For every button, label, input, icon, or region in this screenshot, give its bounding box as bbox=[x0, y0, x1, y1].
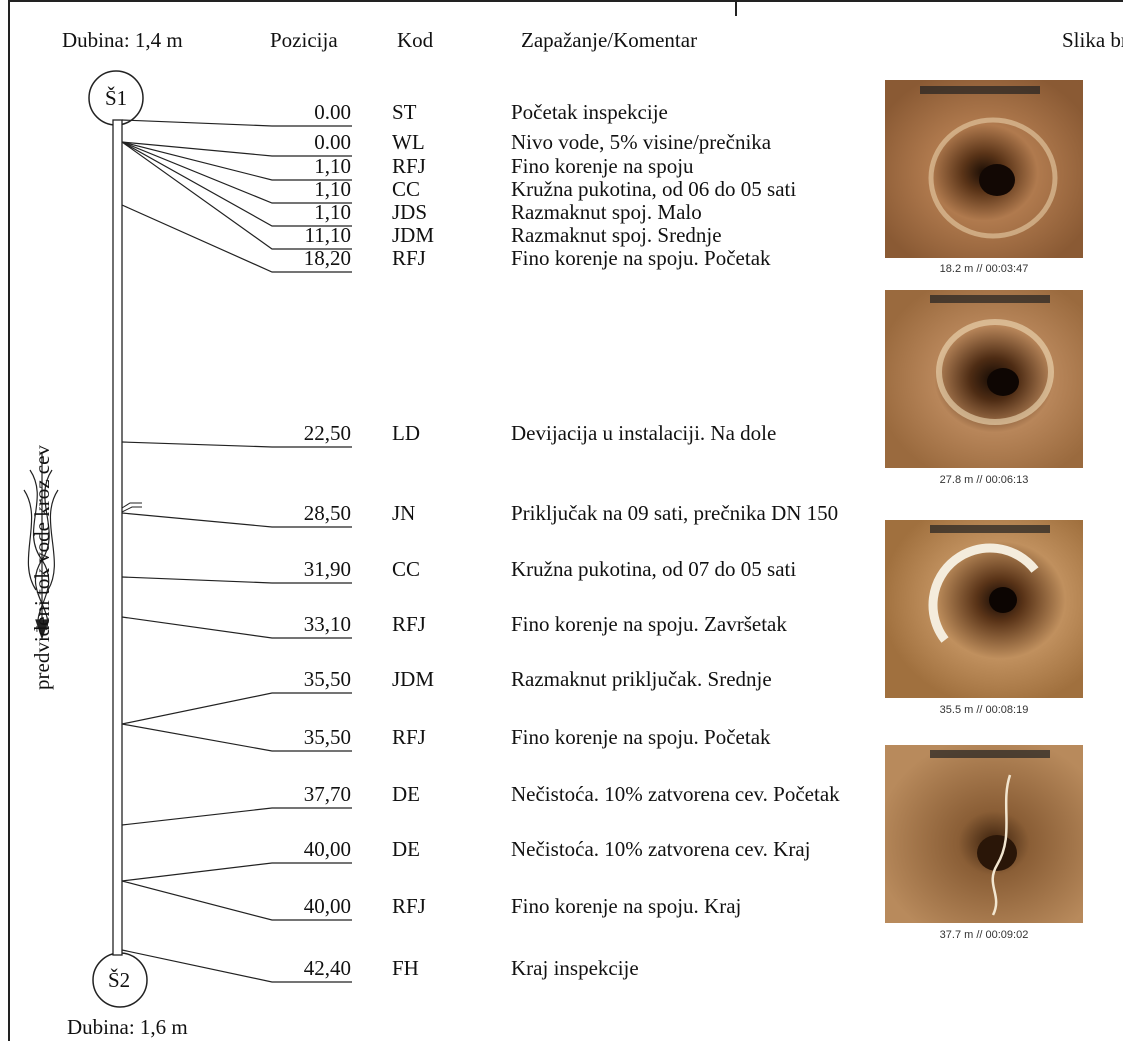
lateral-connection-icon bbox=[121, 502, 142, 513]
observation-comment: Razmaknut spoj. Srednje bbox=[511, 223, 722, 247]
leader-line bbox=[121, 119, 352, 127]
observation-comment: Devijacija u instalaciji. Na dole bbox=[511, 421, 777, 445]
observation-code: RFJ bbox=[392, 725, 426, 749]
observation-comment: Razmaknut spoj. Malo bbox=[511, 200, 702, 224]
observation-position: 0.00 bbox=[314, 100, 351, 124]
observation-comment: Fino korenje na spoju bbox=[511, 154, 694, 178]
observation-position: 40,00 bbox=[303, 837, 351, 861]
header-image-no: Slika br. bbox=[1062, 28, 1123, 52]
header-code: Kod bbox=[397, 28, 434, 52]
observation-code: JN bbox=[392, 501, 416, 525]
frame-divider bbox=[735, 0, 737, 16]
observation-code: LD bbox=[392, 421, 420, 445]
frame-left-border bbox=[8, 0, 10, 1041]
observation-comment: Kraj inspekcije bbox=[511, 956, 639, 980]
observation-comment: Fino korenje na spoju. Početak bbox=[511, 725, 771, 749]
leader-line bbox=[121, 204, 352, 273]
observation-code: DE bbox=[392, 782, 420, 806]
observation-comment: Kružna pukotina, od 06 do 05 sati bbox=[511, 177, 797, 201]
observation-code: RFJ bbox=[392, 894, 426, 918]
observation-position: 42,40 bbox=[303, 956, 351, 980]
leader-line bbox=[121, 512, 352, 528]
header-position: Pozicija bbox=[270, 28, 338, 52]
frame-top-border bbox=[8, 0, 1123, 2]
observation-code: JDM bbox=[392, 667, 435, 691]
observation-comment: Nečistoća. 10% zatvorena cev. Početak bbox=[511, 782, 840, 806]
observation-code: RFJ bbox=[392, 612, 426, 636]
observation-position: 1,10 bbox=[314, 200, 351, 224]
observation-code: WL bbox=[392, 130, 425, 154]
header-comment: Zapažanje/Komentar bbox=[521, 28, 698, 52]
leader-line bbox=[121, 692, 352, 725]
observation-position: 37,70 bbox=[303, 782, 351, 806]
leader-line bbox=[121, 616, 352, 639]
observation-position: 18,20 bbox=[303, 246, 351, 270]
observation-code: RFJ bbox=[392, 154, 426, 178]
observation-code: FH bbox=[392, 956, 419, 980]
photo-caption-1: 18.2 m // 00:03:47 bbox=[939, 263, 1029, 275]
leader-line bbox=[121, 723, 352, 752]
observation-position: 35,50 bbox=[303, 725, 351, 749]
manhole-start-label: Š1 bbox=[105, 86, 128, 110]
leader-line bbox=[121, 949, 352, 983]
inspection-photo-2 bbox=[885, 290, 1083, 468]
observation-position: 11,10 bbox=[304, 223, 351, 247]
observation-comment: Kružna pukotina, od 07 do 05 sati bbox=[511, 557, 797, 581]
observation-position: 31,90 bbox=[303, 557, 351, 581]
photo-caption-3: 35.5 m // 00:08:19 bbox=[939, 704, 1029, 716]
header-depth-top: Dubina: 1,4 m bbox=[62, 28, 183, 52]
manhole-end-label: Š2 bbox=[108, 968, 131, 992]
leader-line bbox=[121, 576, 352, 584]
observation-position: 1,10 bbox=[314, 177, 351, 201]
leader-line bbox=[121, 141, 352, 227]
observation-comment: Nivo vode, 5% visine/prečnika bbox=[511, 130, 772, 154]
leader-line bbox=[121, 141, 352, 250]
inspection-photo-4 bbox=[885, 745, 1083, 923]
leader-line bbox=[121, 141, 352, 204]
observation-comment: Razmaknut priključak. Srednje bbox=[511, 667, 772, 691]
inspection-photo-1 bbox=[885, 80, 1083, 258]
observation-code: JDM bbox=[392, 223, 435, 247]
observation-position: 0.00 bbox=[314, 130, 351, 154]
leader-line bbox=[121, 862, 352, 882]
observation-position: 40,00 bbox=[303, 894, 351, 918]
observation-comment: Fino korenje na spoju. Kraj bbox=[511, 894, 742, 918]
leader-line bbox=[121, 141, 352, 181]
observation-position: 28,50 bbox=[303, 501, 351, 525]
observation-comment: Fino korenje na spoju. Završetak bbox=[511, 612, 787, 636]
leader-line bbox=[121, 880, 352, 921]
leader-line bbox=[121, 141, 352, 157]
observation-code: ST bbox=[392, 100, 417, 124]
observation-position: 22,50 bbox=[303, 421, 351, 445]
observation-code: RFJ bbox=[392, 246, 426, 270]
inspection-photo-3 bbox=[885, 520, 1083, 698]
observation-comment: Fino korenje na spoju. Početak bbox=[511, 246, 771, 270]
observation-code: CC bbox=[392, 177, 421, 201]
leader-lines bbox=[121, 119, 352, 983]
observation-code: DE bbox=[392, 837, 420, 861]
observation-code: CC bbox=[392, 557, 421, 581]
observation-comment: Priključak na 09 sati, prečnika DN 150 bbox=[511, 501, 839, 525]
flow-arrow-icon bbox=[23, 452, 59, 640]
leader-line bbox=[121, 807, 352, 826]
observation-position: 35,50 bbox=[303, 667, 351, 691]
observation-position: 33,10 bbox=[303, 612, 351, 636]
observation-code: JDS bbox=[392, 200, 428, 224]
observation-position: 1,10 bbox=[314, 154, 351, 178]
photo-caption-4: 37.7 m // 00:09:02 bbox=[939, 929, 1029, 941]
photo-caption-2: 27.8 m // 00:06:13 bbox=[939, 474, 1029, 486]
depth-bottom: Dubina: 1,6 m bbox=[67, 1015, 188, 1039]
observation-comment: Početak inspekcije bbox=[511, 100, 668, 124]
leader-line bbox=[121, 441, 352, 448]
pipe-line bbox=[112, 119, 123, 956]
flow-direction-label: predviđeni tok vode kroz cev bbox=[30, 445, 54, 690]
observation-comment: Nečistoća. 10% zatvorena cev. Kraj bbox=[511, 837, 811, 861]
